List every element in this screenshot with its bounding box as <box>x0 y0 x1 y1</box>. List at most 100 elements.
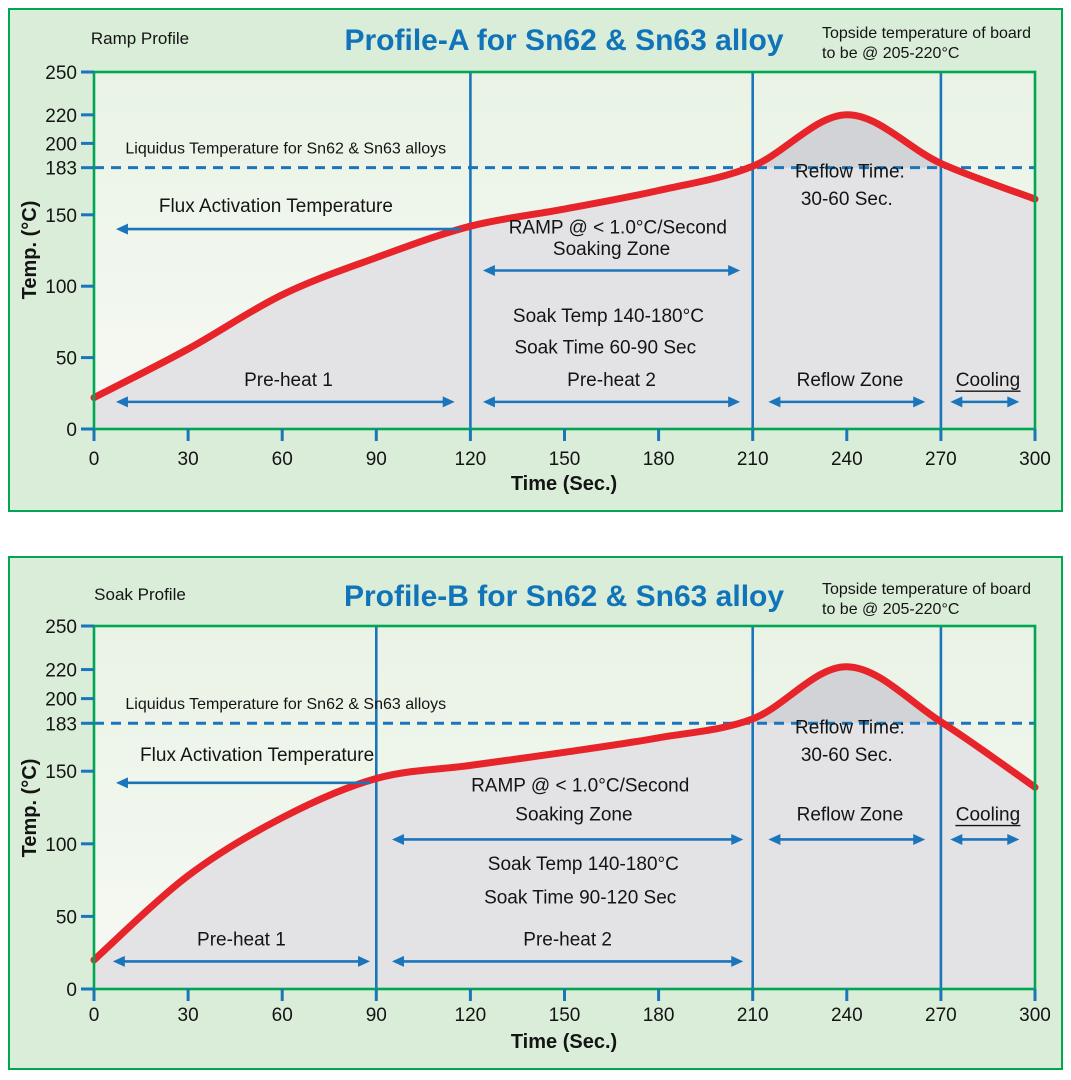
x-tick-label: 210 <box>737 449 769 470</box>
y-tick-label: 100 <box>45 835 77 856</box>
chart-title: Profile-B for Sn62 & Sn63 alloy <box>344 580 784 613</box>
x-axis-label: Time (Sec.) <box>511 1031 617 1053</box>
y-tick-label: 220 <box>45 661 77 682</box>
temperature-curve <box>90 111 1039 402</box>
y-tick-label: 50 <box>56 907 77 928</box>
x-tick-label: 120 <box>455 449 487 470</box>
x-tick-label: 30 <box>178 449 199 470</box>
annotation-text: Reflow Time: <box>795 717 905 738</box>
y-tick-label: 200 <box>45 134 77 155</box>
annotation-text: Soak Time 90-120 Sec <box>484 887 676 908</box>
x-tick-label: 60 <box>272 1005 293 1026</box>
flux-activation-label: Flux Activation Temperature <box>140 745 374 766</box>
zone-arrow-right-head <box>358 955 371 967</box>
zone-arrow-right-head <box>442 396 455 408</box>
x-tick-label: 90 <box>366 449 387 470</box>
x-tick-label: 240 <box>831 449 863 470</box>
annotation-text: 30-60 Sec. <box>801 745 893 766</box>
zone-label: Cooling <box>956 370 1020 391</box>
y-tick-label: 50 <box>56 349 77 370</box>
temperature-curve <box>90 663 1039 964</box>
x-tick-label: 180 <box>643 1005 675 1026</box>
flux-activation-arrow-left-head <box>115 223 128 235</box>
zone-arrow-right-head <box>1007 396 1020 408</box>
zone-arrow-right-head <box>728 396 741 408</box>
soaking-zone-arrow-right-head <box>728 264 741 276</box>
x-tick-label: 120 <box>455 1005 487 1026</box>
x-tick-label: 240 <box>831 1005 863 1026</box>
profile-b-panel: Soak Profile Profile-B for Sn62 & Sn63 a… <box>8 556 1063 1070</box>
y-axis-label: Temp. (°C) <box>19 759 41 858</box>
plot-area: Liquidus Temperature for Sn62 & Sn63 all… <box>45 63 1051 470</box>
annotation-text: RAMP @ < 1.0°C/Second <box>471 776 689 797</box>
zone-label: Cooling <box>956 805 1020 826</box>
y-tick-label: 250 <box>45 63 77 84</box>
profile-type-label: Soak Profile <box>94 585 186 604</box>
topside-note-line-2: to be @ 205-220°C <box>822 45 959 62</box>
zone-arrow-right-head <box>731 955 744 967</box>
y-tick-label: 220 <box>45 106 77 127</box>
chart-title: Profile-A for Sn62 & Sn63 alloy <box>345 24 784 57</box>
under-curve-area <box>94 666 1035 989</box>
y-tick-label: 250 <box>45 617 77 638</box>
zone-arrow-left-head <box>115 396 128 408</box>
liquidus-label: Liquidus Temperature for Sn62 & Sn63 all… <box>125 696 446 713</box>
zone-label: Pre-heat 1 <box>244 370 333 391</box>
y-tick-label: 183 <box>45 714 77 735</box>
profile-type-label: Ramp Profile <box>91 29 189 48</box>
annotation-text: Soak Temp 140-180°C <box>488 854 679 875</box>
x-tick-label: 0 <box>89 1005 100 1026</box>
x-tick-label: 90 <box>366 1005 387 1026</box>
y-tick-label: 0 <box>66 420 77 441</box>
soaking-zone-arrow-left-head <box>482 264 495 276</box>
annotation-text: Reflow Time: <box>795 162 905 183</box>
zone-arrow-left-head <box>950 396 963 408</box>
topside-note-line-1: Topside temperature of board <box>822 25 1031 42</box>
x-tick-label: 300 <box>1019 1005 1051 1026</box>
zone-arrow-left-head <box>482 396 495 408</box>
x-axis-label: Time (Sec.) <box>511 473 617 495</box>
zone-arrow-left-head <box>768 396 781 408</box>
zone-label: Reflow Zone <box>797 805 904 826</box>
x-tick-label: 270 <box>925 1005 957 1026</box>
zone-arrow-right-head <box>1007 833 1020 845</box>
y-tick-label: 100 <box>45 277 77 298</box>
zone-label: Pre-heat 2 <box>523 929 612 950</box>
x-tick-label: 210 <box>737 1005 769 1026</box>
under-curve-area <box>94 114 1035 429</box>
zone-arrow-right-head <box>913 396 926 408</box>
topside-note-line-1: Topside temperature of board <box>822 581 1031 598</box>
x-tick-label: 150 <box>549 449 581 470</box>
annotation-text: Soak Temp 140-180°C <box>513 306 704 327</box>
flux-activation-arrow-left-head <box>115 777 128 789</box>
y-tick-label: 183 <box>45 159 77 180</box>
y-tick-label: 200 <box>45 690 77 711</box>
liquidus-label: Liquidus Temperature for Sn62 & Sn63 all… <box>125 140 446 157</box>
soaking-zone-arrow-left-head <box>391 833 404 845</box>
x-tick-label: 150 <box>549 1005 581 1026</box>
zone-label: Reflow Zone <box>797 370 904 391</box>
zone-arrow-left-head <box>391 955 404 967</box>
above-liquidus-area <box>731 666 949 727</box>
annotation-text: Soaking Zone <box>553 239 670 260</box>
soaking-zone-arrow-right-head <box>731 833 744 845</box>
x-tick-label: 270 <box>925 449 957 470</box>
y-axis-label: Temp. (°C) <box>19 201 41 300</box>
zone-label: Pre-heat 1 <box>197 929 286 950</box>
annotation-text: RAMP @ < 1.0°C/Second <box>509 217 727 238</box>
x-tick-label: 300 <box>1019 449 1051 470</box>
zone-label: Pre-heat 2 <box>567 370 656 391</box>
y-tick-label: 0 <box>66 980 77 1001</box>
y-tick-label: 150 <box>45 762 77 783</box>
annotation-text: Soaking Zone <box>515 805 632 826</box>
plot-area: Liquidus Temperature for Sn62 & Sn63 all… <box>45 617 1051 1026</box>
topside-note-line-2: to be @ 205-220°C <box>822 601 959 618</box>
x-tick-label: 180 <box>643 449 675 470</box>
x-tick-label: 30 <box>178 1005 199 1026</box>
above-liquidus-area <box>743 114 953 171</box>
zone-arrow-left-head <box>112 955 125 967</box>
profile-a-chart: Ramp Profile Profile-A for Sn62 & Sn63 a… <box>19 24 1051 495</box>
flux-activation-label: Flux Activation Temperature <box>159 196 393 217</box>
profile-b-chart: Soak Profile Profile-B for Sn62 & Sn63 a… <box>19 580 1051 1053</box>
